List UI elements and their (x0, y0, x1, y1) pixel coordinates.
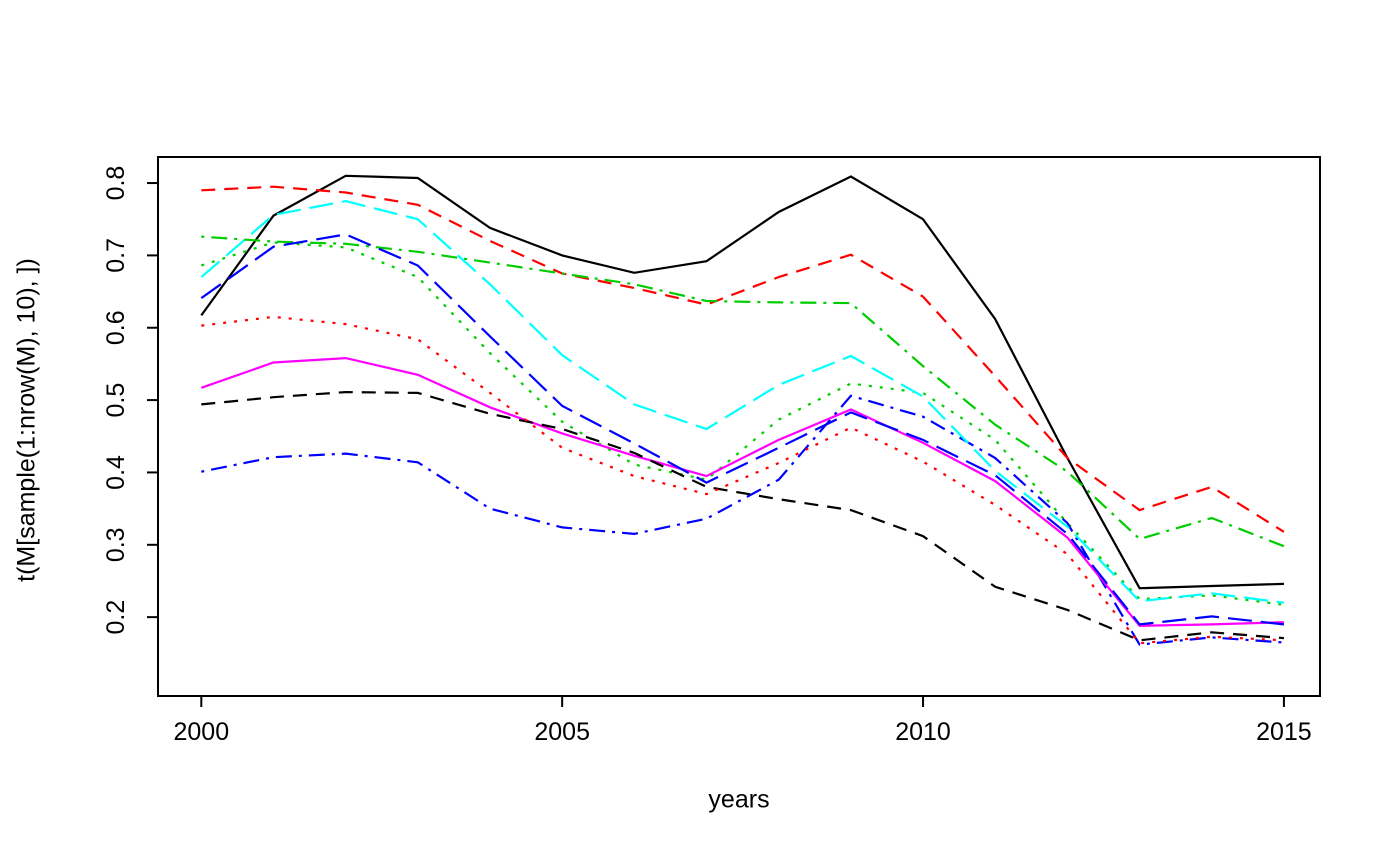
y-axis-tick-label: 0.2 (102, 600, 130, 635)
series-4-blue-dotdash-line (201, 394, 1284, 646)
y-axis-tick-label: 0.7 (102, 238, 130, 273)
series-7-black-dashed-line (201, 390, 1284, 642)
plot-border (157, 156, 1321, 697)
series-1-black-solid-line (200, 174, 1284, 590)
series-2-red-dashed-line (201, 185, 1285, 533)
series-5-cyan-longdash-line (200, 199, 1285, 604)
y-axis-tick-label: 0.6 (102, 310, 130, 345)
series-6-magenta-solid-line (200, 356, 1284, 627)
series-9-green-dotdash-line (201, 235, 1285, 548)
y-axis-title: t(M[sample(1:nrow(M), 10), ]) (12, 258, 41, 582)
series-10-blue-longdash-line (200, 233, 1285, 626)
series-8-red-dotted-line (201, 315, 1284, 645)
x-axis-tick-label: 2005 (534, 718, 590, 746)
x-axis-tick-label: 2010 (895, 718, 951, 746)
y-axis-tick-label: 0.5 (102, 383, 130, 418)
x-axis-title: years (708, 785, 770, 814)
series-3-green-dotted-line (200, 241, 1285, 606)
y-axis-tick-label: 0.3 (102, 527, 130, 562)
y-axis-tick-label: 0.8 (102, 166, 130, 201)
y-axis-tick-label: 0.4 (102, 455, 130, 490)
x-axis-tick-label: 2015 (1256, 718, 1312, 746)
x-axis-tick-label: 2000 (173, 718, 229, 746)
